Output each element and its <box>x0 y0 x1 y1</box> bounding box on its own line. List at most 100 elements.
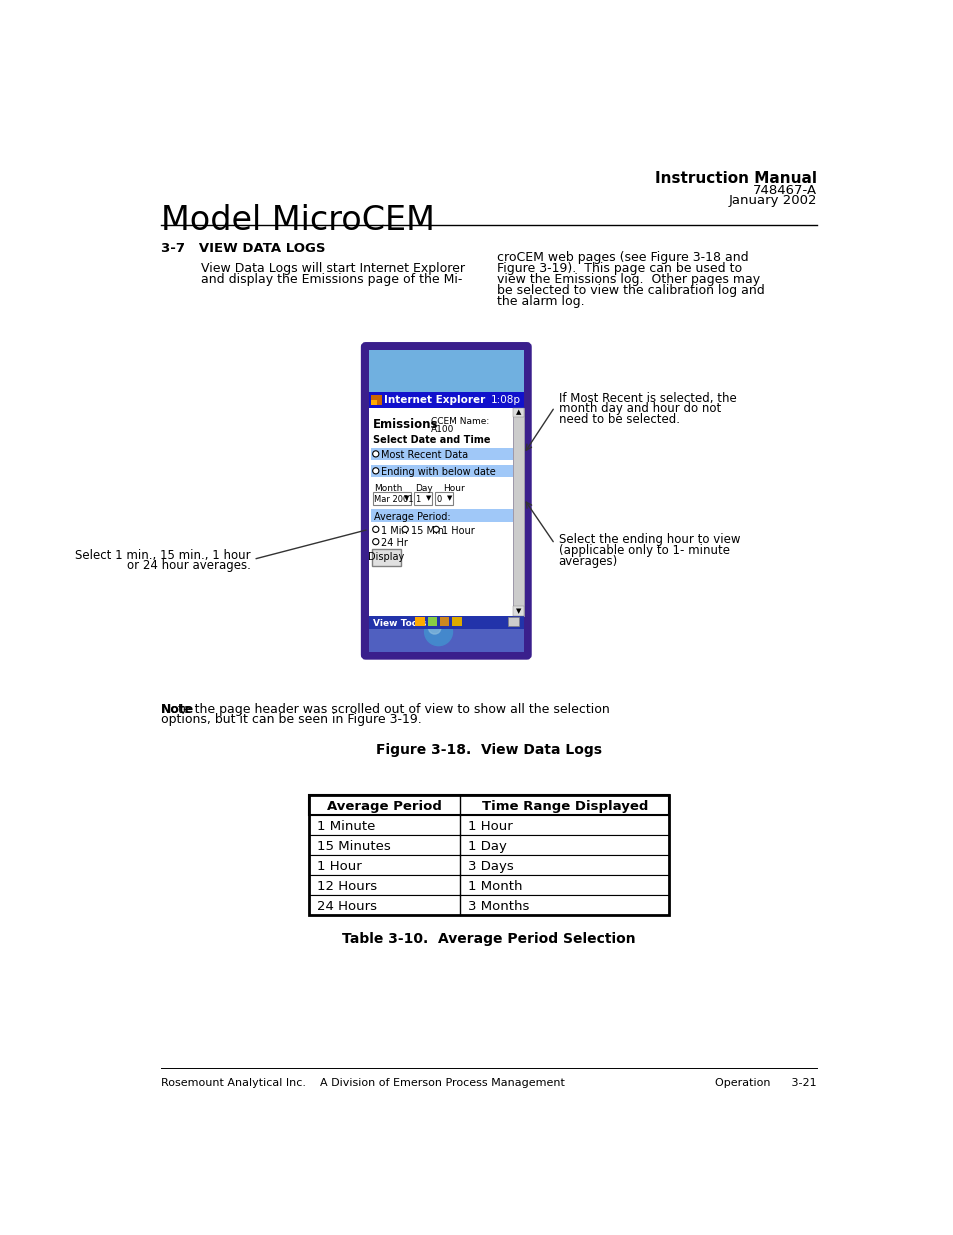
Text: ▼: ▼ <box>516 608 520 614</box>
Text: ▼: ▼ <box>404 495 409 501</box>
Text: or 24 hour averages.: or 24 hour averages. <box>127 559 251 572</box>
FancyBboxPatch shape <box>362 343 530 658</box>
Bar <box>452 618 461 626</box>
Text: Select the ending hour to view: Select the ending hour to view <box>558 534 740 546</box>
Bar <box>371 448 513 461</box>
Text: January 2002: January 2002 <box>727 194 816 207</box>
Text: A100: A100 <box>431 425 454 433</box>
Text: Model MicroCEM: Model MicroCEM <box>161 204 435 237</box>
Text: ▲: ▲ <box>516 409 520 415</box>
Text: Figure 3-19).  This page can be used to: Figure 3-19). This page can be used to <box>497 262 741 275</box>
Text: Mar 2001: Mar 2001 <box>374 495 414 504</box>
Text: Note: Note <box>161 703 194 715</box>
Text: 0: 0 <box>436 495 441 504</box>
Text: 748467-A: 748467-A <box>752 184 816 196</box>
Bar <box>309 855 669 876</box>
Bar <box>371 395 381 405</box>
Bar <box>513 408 523 417</box>
Text: the alarm log.: the alarm log. <box>497 294 583 308</box>
Text: 3-7   VIEW DATA LOGS: 3-7 VIEW DATA LOGS <box>161 242 325 256</box>
Bar <box>513 408 523 615</box>
Bar <box>414 493 432 505</box>
Text: Note the page header was scrolled out of view to show all the selection: Note the page header was scrolled out of… <box>161 703 609 715</box>
Text: 1:08p: 1:08p <box>490 395 520 405</box>
Text: Month: Month <box>374 484 402 493</box>
Text: ▼: ▼ <box>425 495 431 501</box>
Text: be selected to view the calibration log and: be selected to view the calibration log … <box>497 284 763 296</box>
Bar <box>513 606 523 615</box>
Bar <box>369 605 523 652</box>
Text: 1 Min: 1 Min <box>381 526 408 536</box>
Text: Internet Explorer: Internet Explorer <box>384 395 485 405</box>
Text: 12 Hours: 12 Hours <box>316 881 376 893</box>
Text: 15 Min: 15 Min <box>410 526 443 536</box>
Bar <box>371 509 513 521</box>
Text: View Tools: View Tools <box>373 620 426 629</box>
Bar <box>369 350 523 393</box>
Text: Time Range Displayed: Time Range Displayed <box>481 800 647 814</box>
Text: 1 Hour: 1 Hour <box>468 820 513 834</box>
Text: Rosemount Analytical Inc.    A Division of Emerson Process Management: Rosemount Analytical Inc. A Division of … <box>161 1078 564 1088</box>
Circle shape <box>373 468 378 474</box>
Text: 1 Minute: 1 Minute <box>316 820 375 834</box>
Circle shape <box>402 526 408 532</box>
Text: 15 Minutes: 15 Minutes <box>316 841 390 853</box>
Text: Select Date and Time: Select Date and Time <box>373 435 490 445</box>
Text: Figure 3-18.  View Data Logs: Figure 3-18. View Data Logs <box>375 742 601 757</box>
Bar <box>309 795 669 915</box>
Bar <box>309 835 669 855</box>
Text: and display the Emissions page of the Mi-: and display the Emissions page of the Mi… <box>200 273 461 287</box>
Text: Average Period:: Average Period: <box>374 511 451 521</box>
Circle shape <box>373 451 378 457</box>
Bar <box>309 815 669 835</box>
Text: CCEM Name:: CCEM Name: <box>431 417 489 426</box>
Text: need to be selected.: need to be selected. <box>558 412 679 426</box>
Text: Emissions: Emissions <box>373 419 437 431</box>
Text: View Data Logs will start Internet Explorer: View Data Logs will start Internet Explo… <box>200 262 464 275</box>
Text: Most Recent Data: Most Recent Data <box>381 450 468 461</box>
Circle shape <box>433 526 439 532</box>
Bar <box>371 400 376 405</box>
Text: Operation      3-21: Operation 3-21 <box>715 1078 816 1088</box>
Text: options, but it can be seen in Figure 3-19.: options, but it can be seen in Figure 3-… <box>161 714 421 726</box>
FancyBboxPatch shape <box>372 548 400 566</box>
Text: (applicable only to 1- minute: (applicable only to 1- minute <box>558 543 729 557</box>
Text: Average Period: Average Period <box>327 800 442 814</box>
Text: Ending with below date: Ending with below date <box>381 467 496 477</box>
Text: If Most Recent is selected, the: If Most Recent is selected, the <box>558 391 736 405</box>
Bar <box>427 618 436 626</box>
Bar <box>309 795 669 815</box>
Bar <box>371 464 513 477</box>
Text: Select 1 min., 15 min., 1 hour: Select 1 min., 15 min., 1 hour <box>75 548 251 562</box>
Bar <box>369 408 513 615</box>
Bar <box>369 615 523 630</box>
Text: Hour: Hour <box>443 484 464 493</box>
Bar <box>309 895 669 915</box>
Bar <box>435 493 453 505</box>
Circle shape <box>373 526 378 532</box>
Text: Day: Day <box>415 484 433 493</box>
Text: ▼: ▼ <box>446 495 452 501</box>
Text: 1: 1 <box>415 495 420 504</box>
Bar <box>309 876 669 895</box>
Circle shape <box>373 538 378 545</box>
Text: 1 Month: 1 Month <box>468 881 522 893</box>
Circle shape <box>424 618 452 646</box>
Bar <box>415 618 424 626</box>
Text: 1 Hour: 1 Hour <box>316 861 361 873</box>
Text: Instruction Manual: Instruction Manual <box>654 172 816 186</box>
Text: 3 Months: 3 Months <box>468 900 529 914</box>
Text: 1 Hour: 1 Hour <box>441 526 474 536</box>
Bar <box>439 618 449 626</box>
Text: Display: Display <box>367 552 403 562</box>
Text: 1 Day: 1 Day <box>468 841 507 853</box>
Text: averages): averages) <box>558 555 618 568</box>
Bar <box>508 618 518 626</box>
Text: 24 Hours: 24 Hours <box>316 900 376 914</box>
Text: croCEM web pages (see Figure 3-18 and: croCEM web pages (see Figure 3-18 and <box>497 252 747 264</box>
Text: Table 3-10.  Average Period Selection: Table 3-10. Average Period Selection <box>342 932 635 946</box>
Text: month day and hour do not: month day and hour do not <box>558 403 720 415</box>
Text: view the Emissions log.  Other pages may: view the Emissions log. Other pages may <box>497 273 759 287</box>
Bar <box>373 493 411 505</box>
Text: 24 Hr: 24 Hr <box>381 537 408 548</box>
